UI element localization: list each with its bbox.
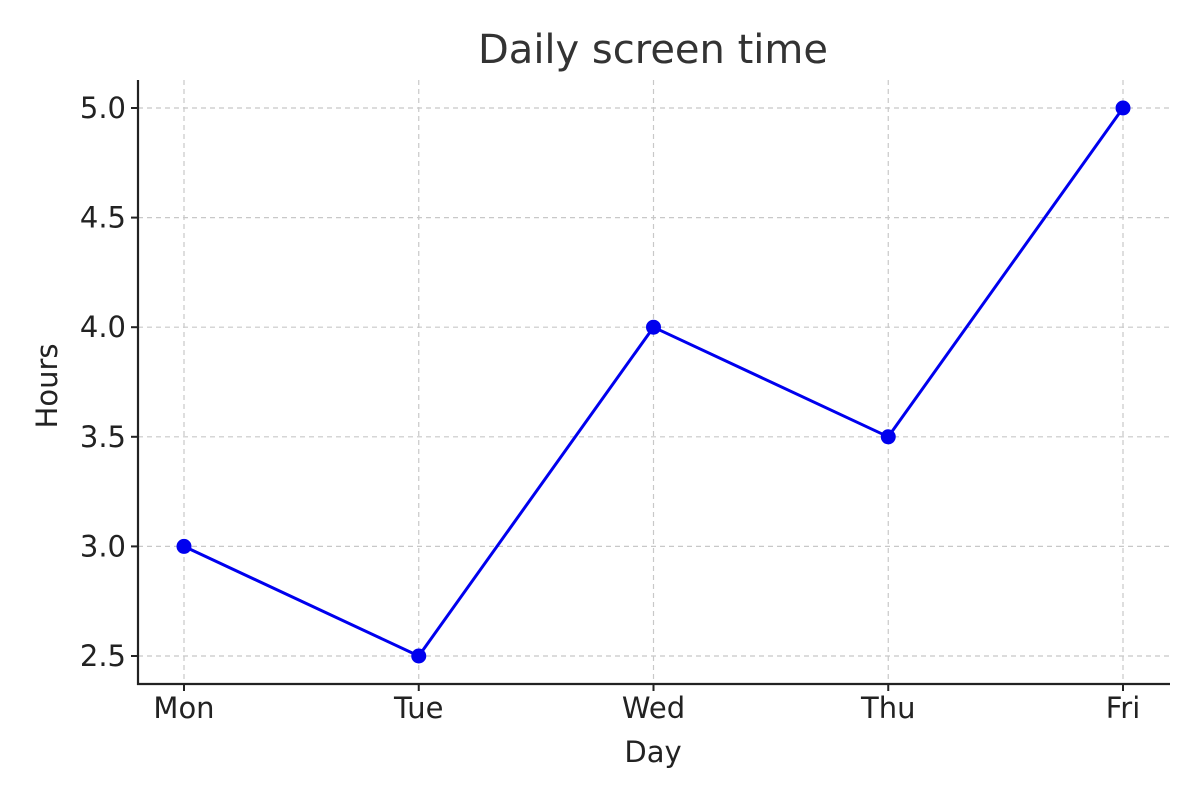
data-point [646, 319, 661, 335]
data-point [411, 648, 427, 664]
y-axis-label: Hours [30, 344, 64, 429]
data-point [176, 538, 192, 554]
y-tick-label: 3.0 [80, 529, 126, 563]
y-tick-labels: 2.5 3.0 3.5 4.0 4.5 5.0 [80, 91, 126, 673]
x-tick-label: Wed [622, 691, 685, 725]
series-hours [176, 100, 1131, 664]
x-tick-label: Mon [153, 691, 214, 725]
x-tick-label: Tue [393, 691, 444, 725]
x-tick-labels: Mon Tue Wed Thu Fri [153, 691, 1140, 725]
x-tick-label: Fri [1106, 691, 1141, 725]
data-point [880, 429, 896, 445]
x-axis-label: Day [624, 735, 681, 769]
chart-title: Daily screen time [478, 27, 828, 73]
y-tick-label: 2.5 [80, 639, 126, 673]
y-tick-label: 4.5 [80, 201, 126, 235]
y-tick-label: 5.0 [80, 91, 126, 125]
data-point [1115, 100, 1131, 116]
y-tick-label: 3.5 [80, 420, 126, 454]
grid [138, 80, 1170, 684]
axes [131, 80, 1170, 691]
y-tick-label: 4.0 [80, 310, 126, 344]
x-tick-label: Thu [860, 691, 915, 725]
